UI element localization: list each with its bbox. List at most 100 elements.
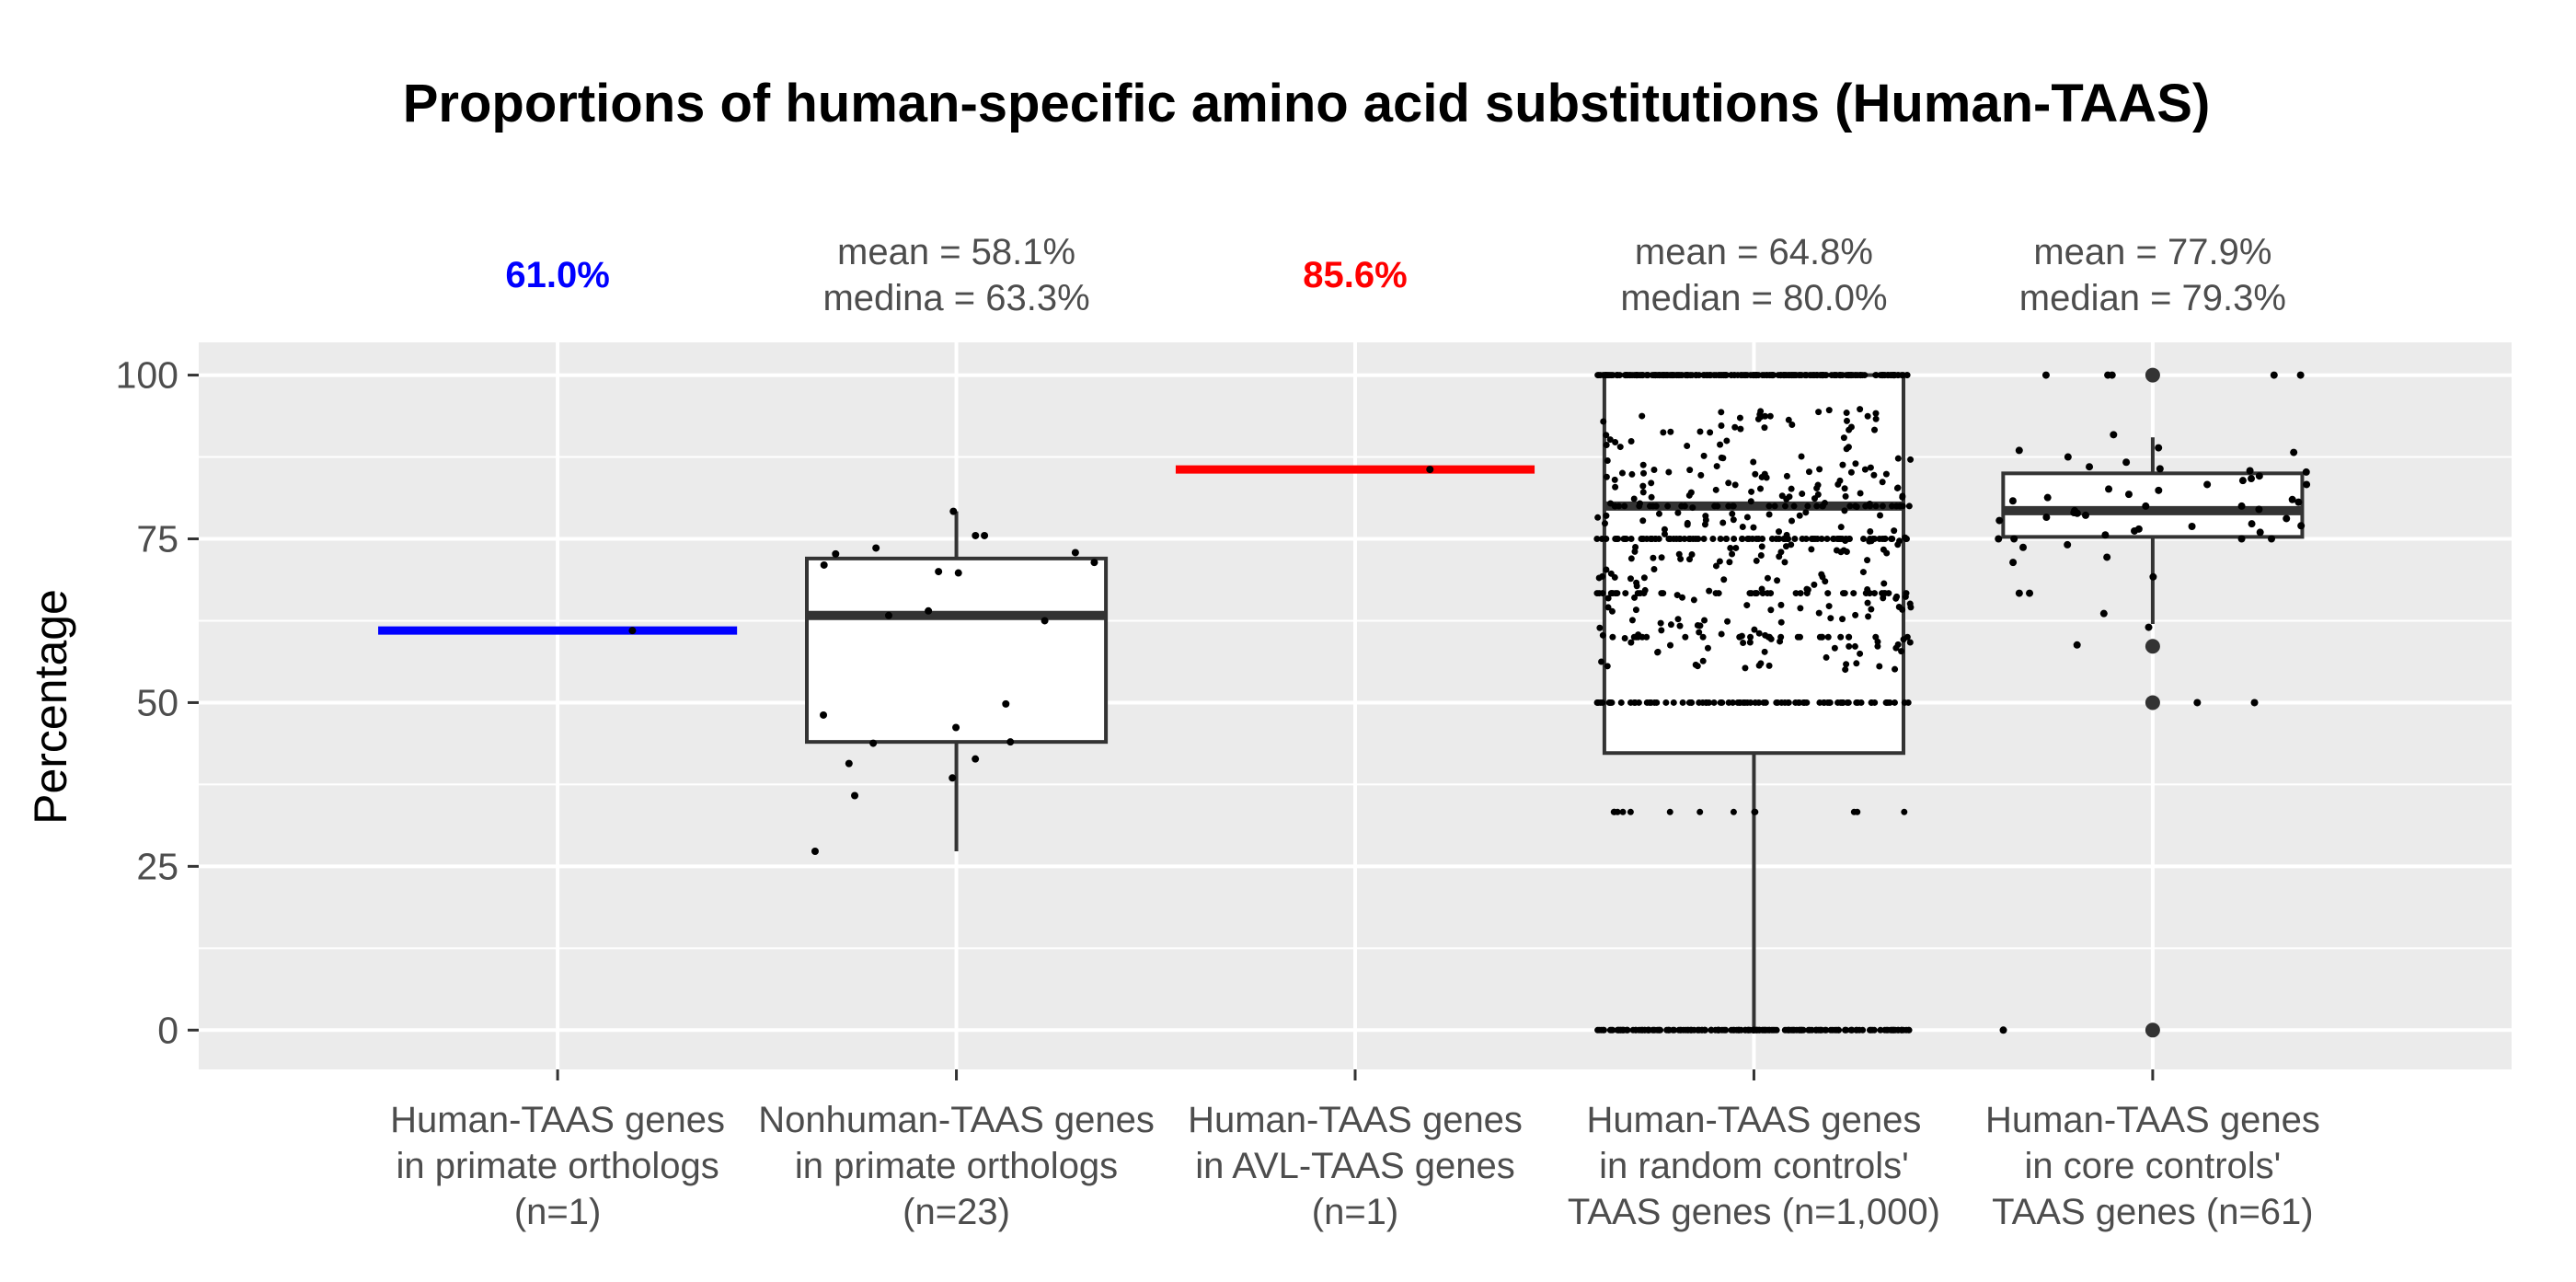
data-point: [2297, 522, 2306, 530]
data-point: [1041, 617, 1049, 625]
data-point: [1872, 633, 1880, 641]
y-axis-label: Percentage: [25, 589, 76, 825]
data-point: [1753, 372, 1760, 379]
data-point: [1731, 423, 1739, 431]
data-point: [1682, 633, 1689, 641]
data-point: [1650, 467, 1658, 474]
data-point: [1660, 429, 1667, 436]
data-point: [1603, 566, 1610, 573]
data-point: [1631, 594, 1639, 601]
data-point: [2081, 511, 2089, 519]
data-point: [1901, 699, 1908, 706]
data-point: [1717, 441, 1724, 448]
data-point: [1729, 550, 1736, 558]
data-point: [1629, 1026, 1637, 1034]
data-point: [1719, 519, 1727, 526]
data-point: [2008, 497, 2017, 505]
y-tick-label: 75: [136, 518, 178, 560]
data-point: [1845, 699, 1852, 706]
data-point: [1821, 699, 1828, 706]
data-point: [1710, 699, 1718, 706]
data-point: [2188, 522, 2196, 530]
data-point: [1736, 414, 1743, 422]
data-point: [1768, 536, 1776, 543]
data-point: [1603, 473, 1610, 480]
data-point: [1671, 1026, 1678, 1034]
data-point: [1811, 495, 1818, 502]
data-point: [1648, 493, 1655, 501]
data-point: [2155, 486, 2163, 494]
data-point: [1857, 650, 1864, 657]
data-point: [1892, 644, 1900, 652]
data-point: [1643, 633, 1650, 641]
data-point: [2155, 444, 2163, 452]
data-point: [2248, 520, 2256, 528]
data-point: [1665, 536, 1673, 543]
data-point: [1690, 1026, 1697, 1034]
x-category-label: Human-TAAS genes: [1587, 1100, 1922, 1140]
data-point: [1717, 536, 1724, 543]
data-point: [1628, 617, 1636, 624]
data-point: [1831, 644, 1838, 652]
data-point: [1720, 576, 1728, 583]
category-annotation: mean = 58.1%: [837, 232, 1075, 272]
data-point: [1633, 579, 1640, 586]
data-point: [1763, 474, 1770, 481]
data-point: [1594, 514, 1602, 521]
x-category-label: in core controls': [2024, 1146, 2281, 1186]
data-point: [1729, 510, 1736, 517]
data-point: [884, 611, 892, 619]
data-point: [1816, 466, 1823, 473]
data-point: [1802, 509, 1810, 516]
data-point: [1715, 590, 1722, 597]
data-point: [1701, 617, 1708, 624]
data-point: [1616, 372, 1624, 379]
data-point: [1718, 409, 1725, 416]
data-point: [1846, 536, 1853, 543]
data-point: [1773, 699, 1780, 706]
data-point: [1755, 629, 1763, 637]
data-point: [2041, 371, 2050, 379]
x-category-label: (n=1): [1312, 1192, 1399, 1232]
data-point: [1731, 536, 1738, 543]
data-point: [1850, 590, 1857, 597]
data-point: [1901, 808, 1908, 815]
data-point: [1666, 808, 1673, 815]
data-point: [1764, 574, 1771, 582]
data-point: [1700, 452, 1708, 459]
data-point: [1839, 590, 1846, 597]
data-point: [1648, 479, 1655, 487]
data-point: [1662, 699, 1670, 706]
data-point: [1846, 633, 1853, 641]
data-point: [1823, 536, 1831, 543]
data-point: [1637, 500, 1644, 507]
data-point: [1828, 372, 1835, 379]
data-point: [1785, 1026, 1792, 1034]
data-point: [1690, 596, 1697, 604]
data-point: [2283, 514, 2291, 523]
data-point: [1606, 699, 1614, 706]
data-point: [1839, 616, 1846, 623]
data-point: [1694, 663, 1701, 670]
data-point: [1635, 631, 1642, 639]
data-point: [1846, 426, 1853, 433]
data-point: [2086, 463, 2094, 471]
data-point: [1781, 559, 1788, 566]
data-point: [1777, 601, 1785, 608]
data-point: [820, 710, 828, 719]
box: [1602, 373, 1905, 756]
data-point: [2270, 371, 2278, 379]
outlier-point: [2145, 367, 2160, 383]
data-point: [1816, 699, 1823, 706]
data-point: [1878, 372, 1885, 379]
data-point: [1639, 412, 1646, 420]
data-point: [1653, 699, 1661, 706]
data-point: [1840, 434, 1847, 442]
data-point: [1757, 408, 1765, 415]
data-point: [1658, 554, 1665, 561]
data-point: [1641, 586, 1649, 594]
data-point: [981, 531, 989, 539]
data-point: [1658, 590, 1665, 597]
data-point: [1886, 699, 1893, 706]
data-point: [1639, 482, 1647, 490]
